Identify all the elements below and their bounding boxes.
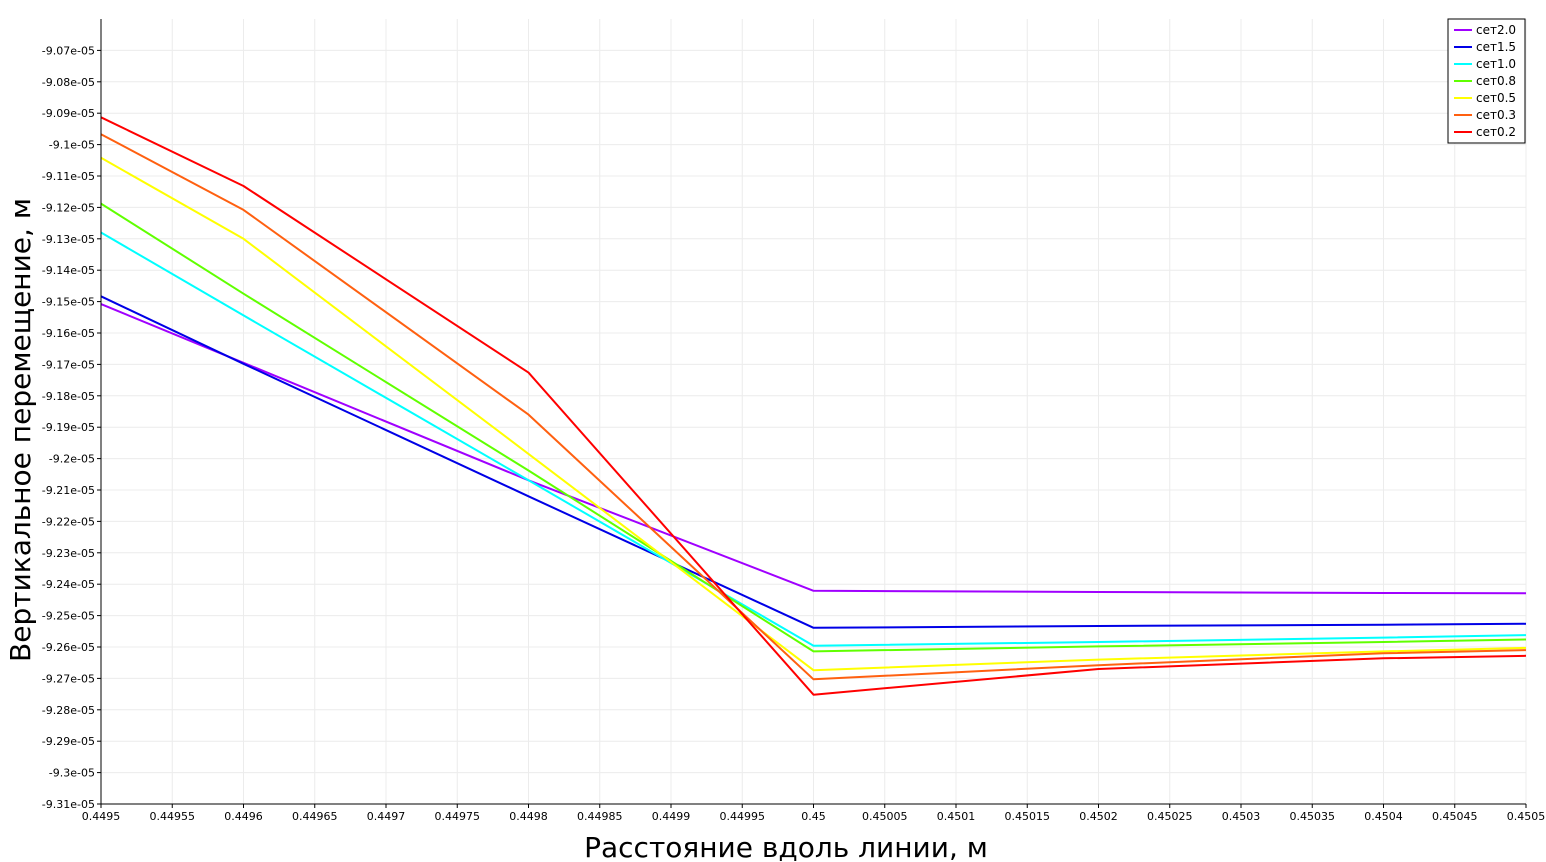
x-tick-label: 0.45 bbox=[801, 810, 826, 823]
y-tick-label: -9.07e-05 bbox=[42, 44, 95, 57]
x-tick-label: 0.4499 bbox=[652, 810, 691, 823]
y-tick-label: -9.11e-05 bbox=[42, 170, 95, 183]
legend-label: сет0.3 bbox=[1476, 108, 1516, 122]
y-tick-labels: -9.07e-05 -9.08e-05 -9.09e-05 -9.1e-05 -9.11… bbox=[42, 44, 95, 811]
x-tick-label: 0.4505 bbox=[1507, 810, 1546, 823]
legend-label: сет0.8 bbox=[1476, 74, 1516, 88]
y-tick-label: -9.28e-05 bbox=[42, 704, 95, 717]
x-tick-label: 0.4504 bbox=[1364, 810, 1403, 823]
x-tick-labels: 0.4495 0.44955 0.4496 0.44965 0.4497 0.44975 0… bbox=[82, 810, 1546, 823]
y-axis-title: Вертикальное перемещение, м bbox=[4, 198, 37, 662]
plot-lines bbox=[100, 116, 1527, 696]
y-tick-label: -9.24e-05 bbox=[42, 578, 95, 591]
series-line-сет1.5 bbox=[100, 295, 1527, 629]
y-tick-label: -9.08e-05 bbox=[42, 76, 95, 89]
legend-label: сет0.5 bbox=[1476, 91, 1516, 105]
series-line-сет0.3 bbox=[100, 133, 1527, 681]
x-tick-label: 0.45005 bbox=[862, 810, 908, 823]
y-tick-label: -9.1e-05 bbox=[49, 139, 95, 152]
y-tick-label: -9.2e-05 bbox=[49, 453, 95, 466]
grid bbox=[101, 19, 1527, 805]
series-line-сет0.8 bbox=[100, 202, 1527, 653]
series-line-сет0.2 bbox=[100, 116, 1527, 696]
y-tick-label: -9.3e-05 bbox=[49, 767, 95, 780]
y-tick-label: -9.22e-05 bbox=[42, 515, 95, 528]
axes bbox=[97, 19, 1527, 808]
y-tick-label: -9.16e-05 bbox=[42, 327, 95, 340]
x-tick-label: 0.44955 bbox=[150, 810, 196, 823]
x-tick-label: 0.44995 bbox=[720, 810, 766, 823]
y-tick-label: -9.23e-05 bbox=[42, 547, 95, 560]
series-line-сет0.5 bbox=[100, 156, 1527, 672]
y-tick-label: -9.15e-05 bbox=[42, 296, 95, 309]
x-tick-label: 0.4501 bbox=[937, 810, 976, 823]
x-tick-label: 0.4497 bbox=[367, 810, 406, 823]
x-tick-label: 0.45045 bbox=[1432, 810, 1478, 823]
y-tick-label: -9.21e-05 bbox=[42, 484, 95, 497]
legend: сет2.0 сет1.5 сет1.0 сет0.8 сет0.5 сет0.3 сет0… bbox=[1447, 18, 1526, 144]
legend-label: сет1.5 bbox=[1476, 40, 1516, 54]
y-tick-label: -9.27e-05 bbox=[42, 672, 95, 685]
y-tick-label: -9.19e-05 bbox=[42, 421, 95, 434]
x-tick-label: 0.44965 bbox=[292, 810, 338, 823]
x-tick-label: 0.4495 bbox=[82, 810, 121, 823]
y-tick-label: -9.18e-05 bbox=[42, 390, 95, 403]
legend-label: сет2.0 bbox=[1476, 23, 1516, 37]
x-tick-label: 0.45015 bbox=[1005, 810, 1051, 823]
y-tick-label: -9.29e-05 bbox=[42, 735, 95, 748]
x-tick-label: 0.4496 bbox=[224, 810, 263, 823]
x-tick-label: 0.45035 bbox=[1290, 810, 1336, 823]
x-tick-label: 0.4503 bbox=[1222, 810, 1261, 823]
legend-label: сет1.0 bbox=[1476, 57, 1516, 71]
y-tick-label: -9.31e-05 bbox=[42, 798, 95, 811]
x-tick-label: 0.44975 bbox=[435, 810, 481, 823]
y-tick-label: -9.14e-05 bbox=[42, 264, 95, 277]
x-tick-label: 0.45025 bbox=[1147, 810, 1193, 823]
legend-label: сет0.2 bbox=[1476, 125, 1516, 139]
y-tick-label: -9.17e-05 bbox=[42, 358, 95, 371]
y-tick-label: -9.25e-05 bbox=[42, 610, 95, 623]
y-tick-label: -9.13e-05 bbox=[42, 233, 95, 246]
x-tick-label: 0.44985 bbox=[577, 810, 623, 823]
x-tick-label: 0.4498 bbox=[509, 810, 548, 823]
y-tick-label: -9.12e-05 bbox=[42, 201, 95, 214]
series-line-сет1.0 bbox=[100, 231, 1527, 647]
y-tick-label: -9.26e-05 bbox=[42, 641, 95, 654]
y-tick-label: -9.09e-05 bbox=[42, 107, 95, 120]
x-axis-title: Расстояние вдоль линии, м bbox=[584, 831, 988, 862]
x-tick-label: 0.4502 bbox=[1079, 810, 1118, 823]
